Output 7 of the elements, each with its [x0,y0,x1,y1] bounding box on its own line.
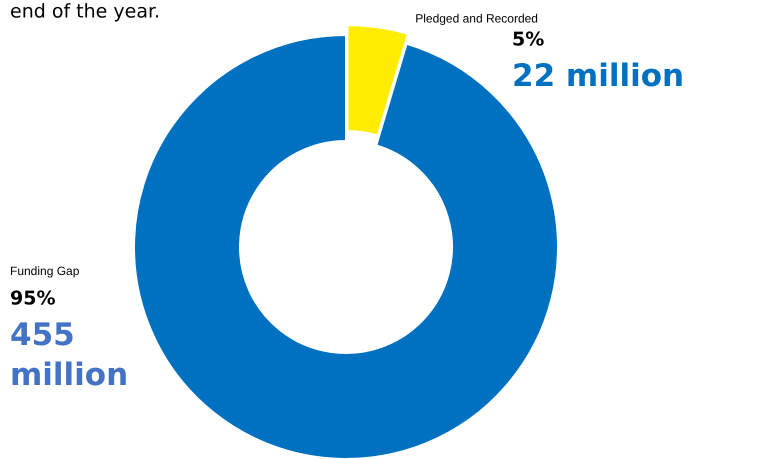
slice-label: Funding Gap [10,264,80,278]
text: 95% [10,288,56,310]
data-label: 455 million [10,317,128,393]
text: end of the year. [10,0,160,22]
slice-label: Pledged and Recorded [415,11,538,26]
text: 5% [512,28,544,50]
data-label: 22 million [512,58,684,94]
